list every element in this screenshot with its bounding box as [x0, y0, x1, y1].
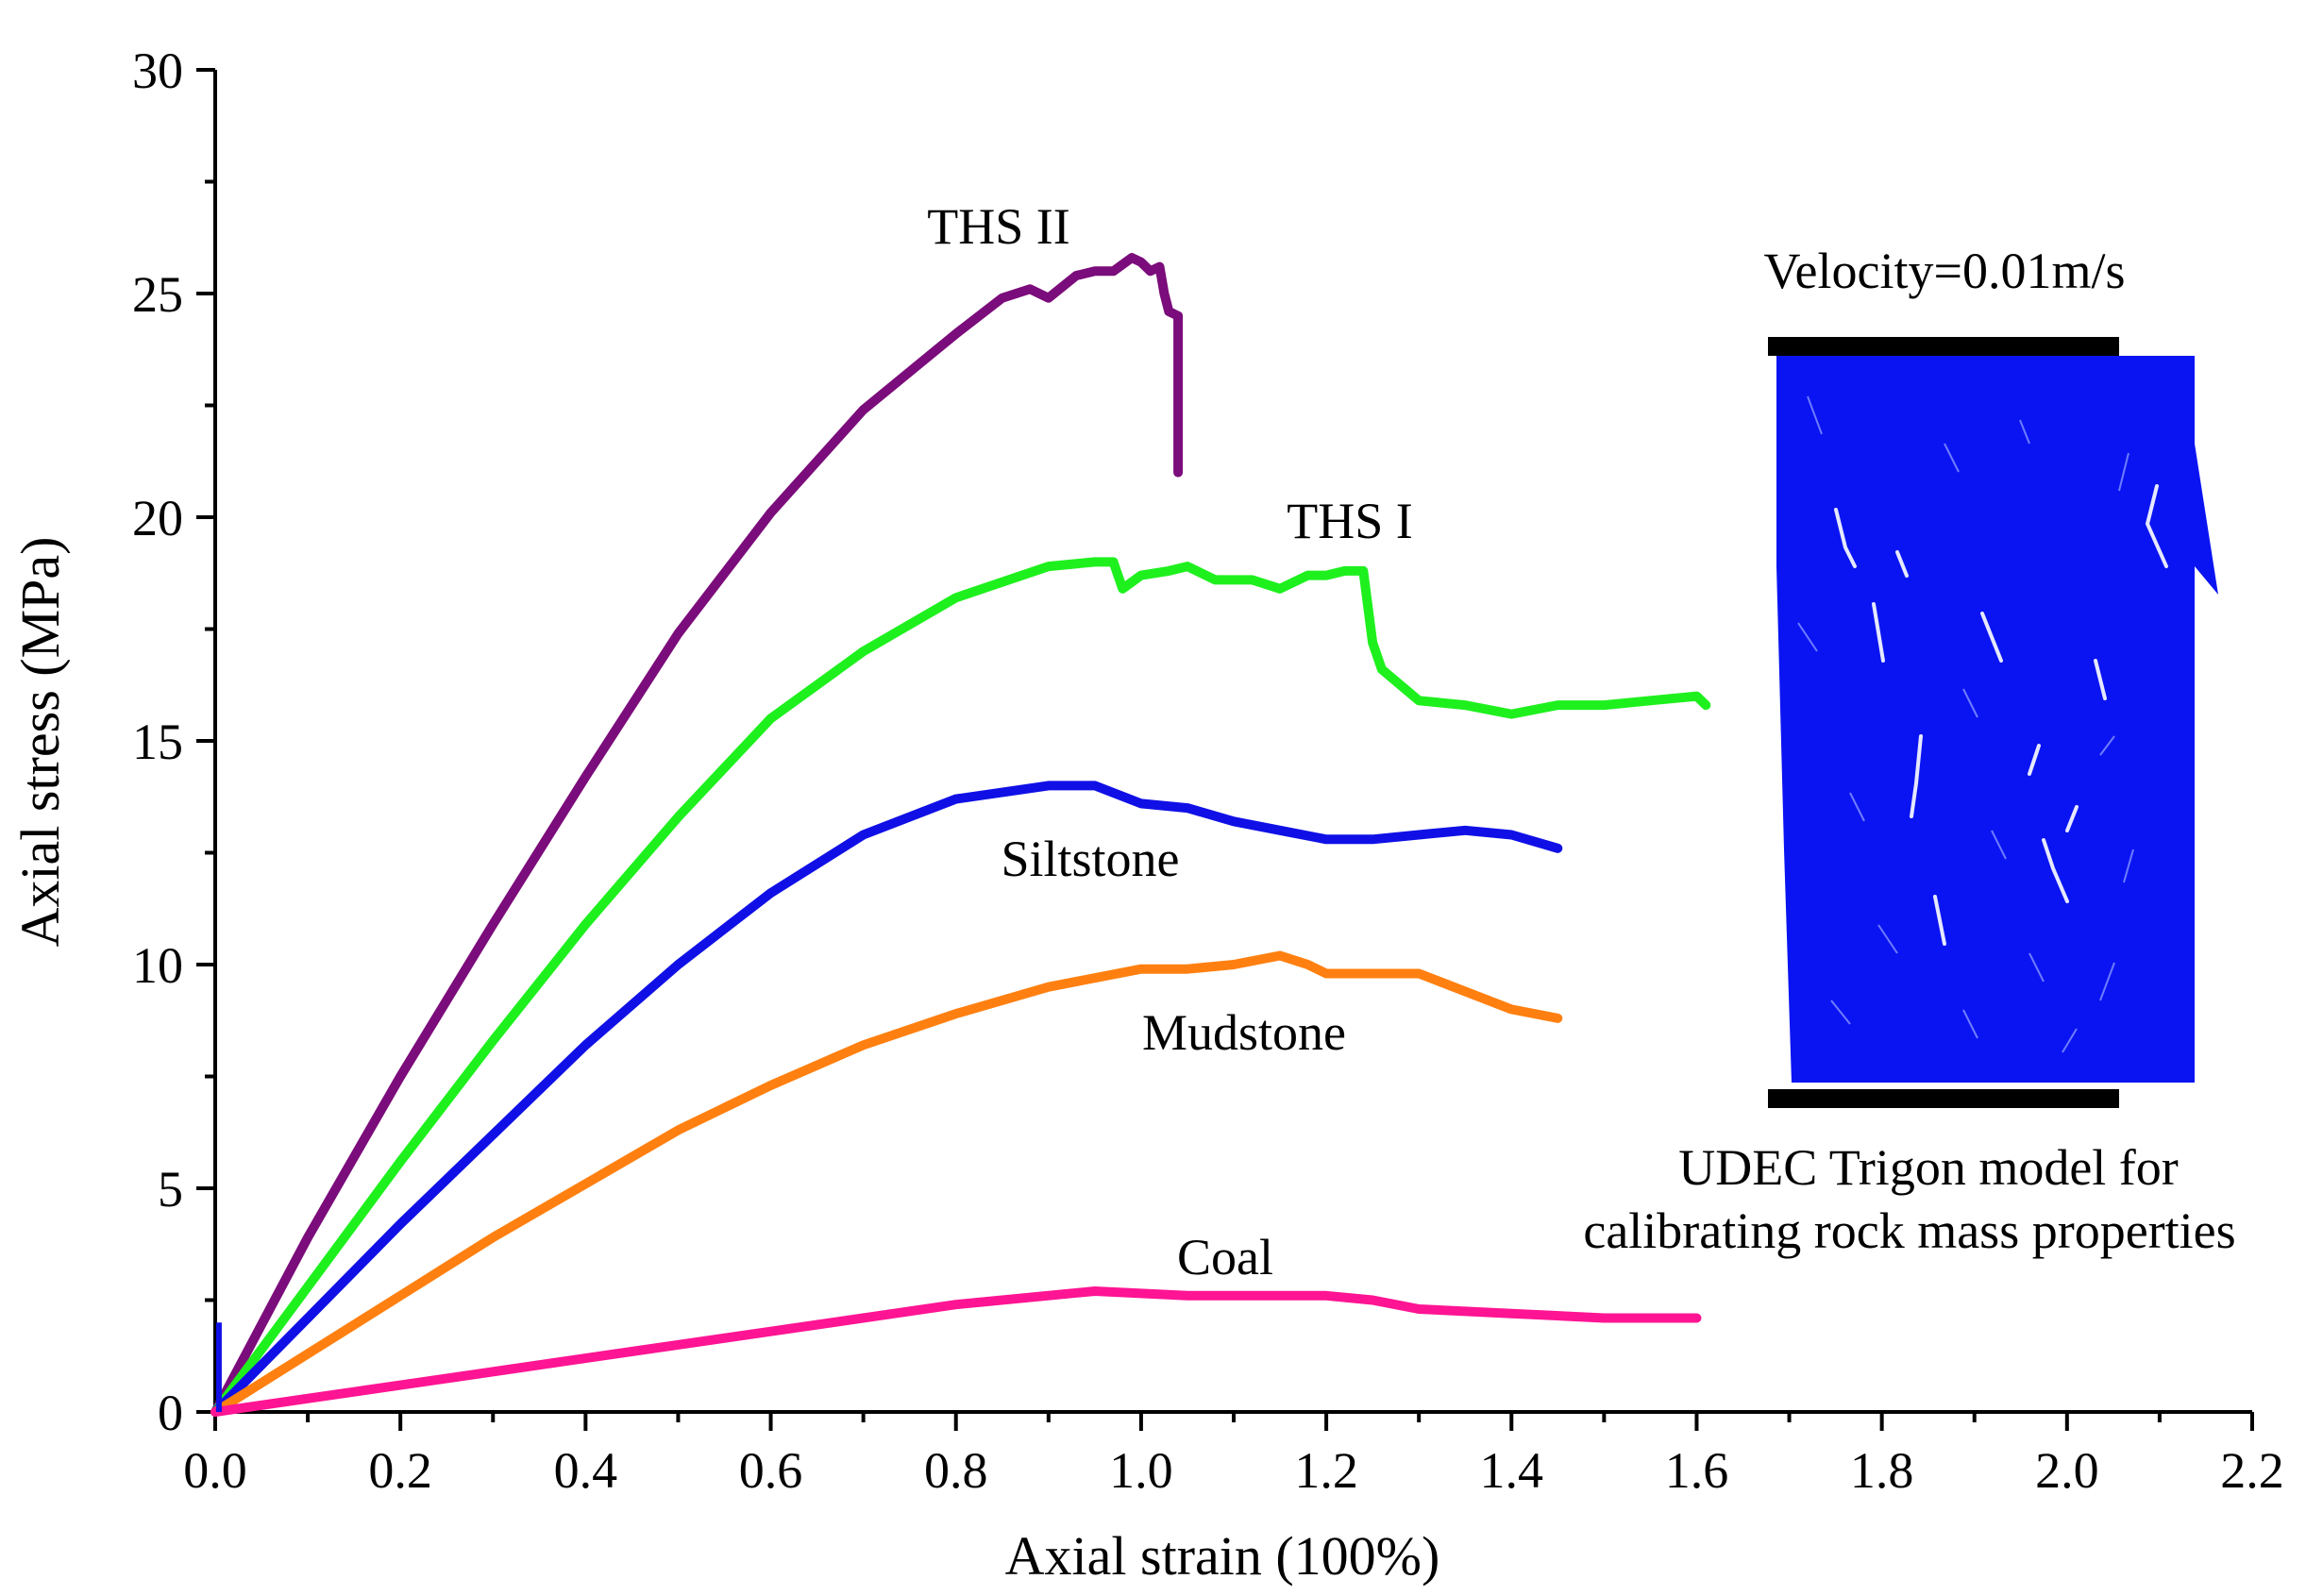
y-tick-label: 25 — [132, 266, 183, 323]
micro-cracks — [1797, 395, 2134, 1053]
label-coal: Coal — [1177, 1229, 1273, 1285]
y-tick-label: 10 — [132, 937, 183, 994]
model-caption-line1: UDEC Trigon model for — [1678, 1139, 2179, 1196]
x-tick-label: 1.8 — [1850, 1442, 1914, 1499]
x-tick-label: 0.8 — [924, 1442, 988, 1499]
series-line-ths-ii — [210, 253, 1184, 1417]
x-ticks: 0.0 0.2 0.4 0.6 0.8 1.0 1.2 1.4 1.6 1.8 2.0 2.2 — [183, 1412, 2284, 1499]
series-line-siltstone — [210, 781, 1563, 1417]
x-tick-label: 1.0 — [1109, 1442, 1173, 1499]
x-tick-label: 1.4 — [1480, 1442, 1544, 1499]
y-ticks: 0 5 10 15 20 25 30 — [132, 42, 215, 1441]
bottom-platen — [1768, 1089, 2119, 1108]
label-siltstone: Siltstone — [1001, 831, 1179, 887]
label-mudstone: Mudstone — [1142, 1004, 1346, 1061]
series-line-ths-i — [210, 557, 1711, 1417]
x-tick-label: 1.2 — [1294, 1442, 1358, 1499]
series-line-coal — [210, 1286, 1702, 1417]
y-tick-label: 15 — [132, 714, 183, 770]
model-caption-line2: calibrating rock mass properties — [1583, 1202, 2235, 1259]
x-tick-label: 1.6 — [1665, 1442, 1729, 1499]
top-platen — [1768, 337, 2119, 356]
x-tick-label: 2.2 — [2220, 1442, 2284, 1499]
velocity-label: Velocity=0.01m/s — [1764, 243, 2126, 299]
specimen-block — [1776, 356, 2218, 1083]
fracture-lines — [1834, 484, 2168, 946]
series-line-mudstone — [210, 950, 1563, 1417]
x-tick-label: 0.4 — [554, 1442, 618, 1499]
series-group — [210, 253, 1711, 1417]
y-tick-label: 0 — [158, 1385, 183, 1441]
x-tick-label: 0.6 — [739, 1442, 803, 1499]
x-tick-label: 0.2 — [368, 1442, 432, 1499]
y-tick-label: 20 — [132, 490, 183, 546]
label-ths-i: THS I — [1287, 493, 1413, 549]
udec-model-inset: Velocity=0.01m/s — [1583, 243, 2235, 1259]
x-axis-title: Axial strain (100%) — [1005, 1525, 1440, 1587]
y-tick-label: 30 — [132, 42, 183, 99]
x-tick-label: 0.0 — [183, 1442, 247, 1499]
x-tick-label: 2.0 — [2035, 1442, 2099, 1499]
y-axis-title: Axial stress (MPa) — [9, 537, 71, 948]
label-ths-ii: THS II — [927, 198, 1069, 255]
y-tick-label: 5 — [158, 1161, 183, 1218]
